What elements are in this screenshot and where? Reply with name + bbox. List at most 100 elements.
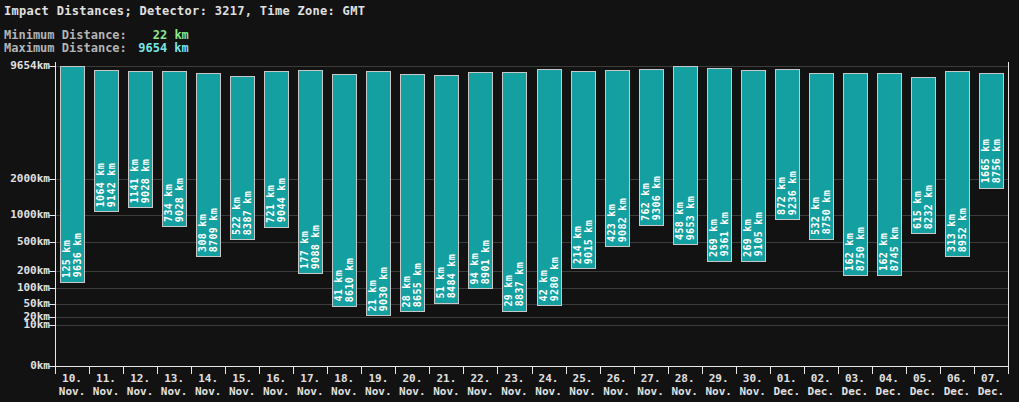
- bar-14-nov: 308 km8709 km: [196, 73, 221, 257]
- bar-min-label: 42 km: [539, 270, 549, 302]
- bar-max-label: 9636 km: [73, 233, 83, 277]
- x-axis-label-day: 21.: [429, 373, 463, 385]
- x-axis-label-month: Nov.: [191, 386, 225, 398]
- x-axis-label-month: Nov.: [293, 386, 327, 398]
- bar-min-label: 1141 km: [130, 159, 140, 203]
- bar-min-label: 313 km: [947, 214, 957, 252]
- bar-min-label: 762 km: [641, 183, 651, 221]
- x-axis-label-month: Dec.: [770, 386, 804, 398]
- bar-max-label: 9044 km: [277, 178, 287, 222]
- bar-label: 532 km8750 km: [810, 190, 833, 234]
- gridline-10km: [55, 325, 1008, 326]
- x-axis-label-day: 18.: [327, 373, 361, 385]
- x-axis-label-month: Nov.: [259, 386, 293, 398]
- bar-16-nov: 721 km9044 km: [264, 71, 289, 228]
- bar-label: 21 km9030 km: [367, 267, 390, 311]
- bar-label: 269 km9361 km: [708, 212, 731, 256]
- bar-29-nov: 269 km9361 km: [707, 68, 732, 261]
- bar-03-dec: 162 km8750 km: [843, 73, 868, 276]
- bar-min-label: 269 km: [709, 219, 719, 257]
- bar-max-label: 8952 km: [958, 208, 968, 252]
- bar-max-label: 9280 km: [550, 257, 560, 301]
- bar-max-label: 8837 km: [515, 262, 525, 306]
- x-axis-label-day: 04.: [872, 373, 906, 385]
- bar-label: 308 km8709 km: [197, 208, 220, 252]
- bar-min-label: 308 km: [198, 214, 208, 252]
- x-axis-label-month: Nov.: [566, 386, 600, 398]
- bar-max-label: 8610 km: [345, 258, 355, 302]
- bar-label: 1064 km9142 km: [95, 163, 118, 207]
- x-axis-label-day: 14.: [191, 373, 225, 385]
- bar-12-nov: 1141 km9028 km: [128, 71, 153, 208]
- bar-min-label: 162 km: [845, 233, 855, 271]
- bar-label: 29 km8837 km: [503, 262, 526, 306]
- bar-15-nov: 522 km8387 km: [230, 76, 255, 240]
- x-axis-label-month: Dec.: [906, 386, 940, 398]
- x-axis-label-month: Nov.: [123, 386, 157, 398]
- x-axis-label-day: 20.: [395, 373, 429, 385]
- y-axis-label-1000km: 1000km: [0, 209, 50, 221]
- gridline-20km: [55, 317, 1008, 318]
- y-axis-label-500km: 500km: [0, 236, 50, 248]
- bar-label: 125 km9636 km: [61, 233, 84, 277]
- bar-max-label: 9361 km: [720, 212, 730, 256]
- y-axis-label-10km: 10km: [0, 319, 50, 331]
- bar-min-label: 94 km: [470, 253, 480, 285]
- bar-min-label: 29 km: [504, 275, 514, 307]
- x-axis-label-month: Nov.: [497, 386, 531, 398]
- bar-13-nov: 734 km9028 km: [162, 71, 187, 227]
- bar-11-nov: 1064 km9142 km: [94, 70, 119, 212]
- bar-min-label: 214 km: [573, 226, 583, 264]
- bar-20-nov: 28 km8655 km: [400, 74, 425, 312]
- bar-min-label: 423 km: [607, 204, 617, 242]
- bar-label: 423 km9082 km: [606, 198, 629, 242]
- bar-min-label: 162 km: [879, 233, 889, 271]
- y-axis-label-9654km: 9654km: [0, 60, 50, 72]
- bar-max-label: 9030 km: [379, 267, 389, 311]
- bar-label: 313 km8952 km: [946, 208, 969, 252]
- bar-min-label: 51 km: [436, 267, 446, 299]
- gridline-9654km: [55, 66, 1008, 67]
- x-axis-label-day: 29.: [702, 373, 736, 385]
- bar-max-label: 8750 km: [822, 190, 832, 234]
- bar-05-dec: 615 km8232 km: [911, 77, 936, 233]
- bar-27-nov: 762 km9306 km: [639, 69, 664, 226]
- x-axis-label-day: 02.: [804, 373, 838, 385]
- bar-21-nov: 51 km8484 km: [434, 75, 459, 303]
- x-axis-label-day: 26.: [600, 373, 634, 385]
- x-axis-label-month: Nov.: [89, 386, 123, 398]
- x-axis-label-day: 05.: [906, 373, 940, 385]
- bar-label: 734 km9028 km: [163, 178, 186, 222]
- bar-min-label: 615 km: [913, 191, 923, 229]
- bar-label: 458 km9653 km: [674, 196, 697, 240]
- bar-max-label: 9028 km: [175, 178, 185, 222]
- bar-max-label: 8901 km: [481, 240, 491, 284]
- y-axis-label-100km: 100km: [0, 282, 50, 294]
- bar-max-label: 8750 km: [856, 227, 866, 271]
- bar-label: 1141 km9028 km: [129, 159, 152, 203]
- y-axis-line: [55, 62, 56, 367]
- bar-min-label: 734 km: [164, 184, 174, 222]
- x-axis-label-month: Dec.: [838, 386, 872, 398]
- x-axis-label-month: Nov.: [736, 386, 770, 398]
- x-axis-label-month: Nov.: [327, 386, 361, 398]
- bar-label: 214 km9015 km: [572, 220, 595, 264]
- bar-max-label: 8709 km: [209, 208, 219, 252]
- bar-min-label: 1665 km: [981, 139, 991, 183]
- bar-min-label: 721 km: [266, 185, 276, 223]
- right-border-line: [1008, 62, 1009, 367]
- bar-max-label: 8484 km: [447, 254, 457, 298]
- bar-max-label: 8756 km: [992, 139, 1002, 183]
- bar-min-label: 522 km: [232, 197, 242, 235]
- bar-min-label: 532 km: [811, 197, 821, 235]
- x-axis-label-month: Nov.: [463, 386, 497, 398]
- bar-17-nov: 177 km9088 km: [298, 70, 323, 274]
- x-axis-label-day: 12.: [123, 373, 157, 385]
- x-axis-label-month: Nov.: [225, 386, 259, 398]
- x-axis-label-day: 19.: [361, 373, 395, 385]
- x-axis-label-month: Nov.: [395, 386, 429, 398]
- x-axis-label-day: 07.: [974, 373, 1008, 385]
- bar-18-nov: 41 km8610 km: [332, 74, 357, 307]
- x-axis-label-month: Nov.: [157, 386, 191, 398]
- x-axis-label-month: Nov.: [55, 386, 89, 398]
